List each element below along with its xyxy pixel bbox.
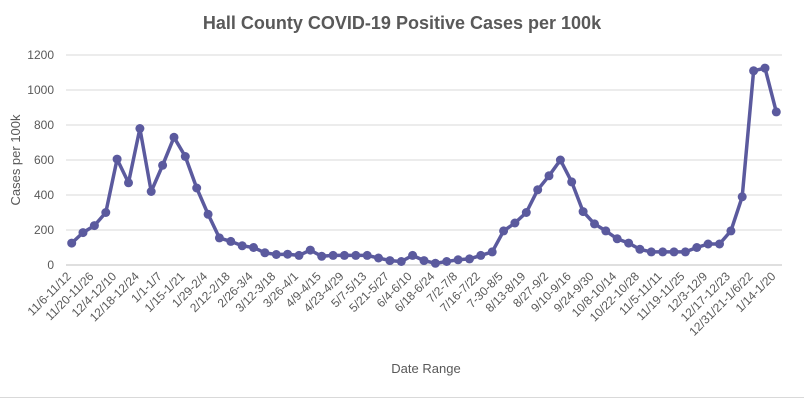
data-point [317, 251, 327, 261]
data-point [203, 209, 213, 219]
data-point [396, 257, 406, 266]
data-point [124, 178, 133, 188]
y-tick-label: 1200 [27, 48, 54, 62]
data-point [249, 243, 258, 252]
data-point [419, 256, 429, 266]
data-point [590, 219, 599, 229]
data-point [635, 244, 645, 254]
y-axis-ticks: 0 200 400 600 800 1000 1200 [27, 48, 54, 272]
data-point [158, 160, 168, 170]
data-point [271, 250, 281, 259]
y-tick-label: 600 [34, 153, 54, 167]
data-point [737, 192, 747, 202]
data-point [692, 243, 702, 252]
data-point [135, 124, 145, 133]
data-point [465, 254, 474, 264]
data-point [226, 236, 236, 246]
data-point [214, 233, 224, 243]
data-point [374, 253, 383, 263]
data-point [328, 250, 338, 260]
data-point [408, 250, 418, 260]
data-point [544, 171, 554, 181]
data-point [385, 256, 395, 266]
data-point [89, 221, 99, 231]
data-point [169, 132, 179, 142]
data-point [499, 226, 509, 236]
chart-title: Hall County COVID-19 Positive Cases per … [203, 13, 602, 33]
y-tick-label: 0 [47, 258, 54, 272]
data-point [669, 247, 679, 257]
data-point [237, 241, 247, 251]
data-point [487, 247, 497, 257]
data-point [430, 258, 440, 268]
data-point [680, 247, 690, 257]
data-point [101, 208, 111, 217]
data-point [78, 228, 88, 238]
data-point [442, 257, 452, 266]
data-point [555, 155, 565, 165]
y-axis-label: Cases per 100k [8, 114, 23, 206]
y-tick-label: 800 [34, 118, 54, 132]
data-point [305, 245, 315, 255]
data-point [612, 234, 622, 244]
data-point [715, 239, 724, 249]
x-axis-ticks: 11/6-11/1211/20-11/2612/4-12/1012/18-12/… [25, 269, 779, 339]
data-point [646, 247, 656, 257]
data-point [624, 238, 634, 248]
data-point [112, 154, 122, 164]
series-group [67, 63, 781, 268]
data-point [703, 239, 713, 249]
data-point [180, 152, 190, 161]
series-line [69, 66, 779, 266]
data-point [749, 66, 759, 76]
data-point [510, 218, 520, 228]
data-point [294, 250, 304, 260]
data-point [351, 250, 361, 260]
data-point [521, 208, 531, 217]
data-point [283, 249, 293, 259]
data-point [533, 185, 543, 195]
data-point [476, 250, 486, 260]
data-point [726, 226, 736, 236]
data-point [760, 63, 770, 73]
data-point [453, 255, 463, 265]
data-point [192, 183, 202, 193]
data-point [67, 238, 77, 248]
data-point [146, 187, 156, 196]
data-point [771, 107, 781, 117]
y-tick-label: 400 [34, 188, 54, 202]
data-point [658, 247, 668, 257]
data-point [260, 248, 270, 258]
y-tick-label: 200 [34, 223, 54, 237]
data-point [339, 250, 349, 260]
data-point [578, 207, 588, 217]
data-point [362, 250, 372, 260]
y-tick-label: 1000 [27, 83, 54, 97]
x-axis-label: Date Range [391, 361, 460, 376]
data-point [567, 177, 577, 187]
data-point [601, 226, 611, 236]
